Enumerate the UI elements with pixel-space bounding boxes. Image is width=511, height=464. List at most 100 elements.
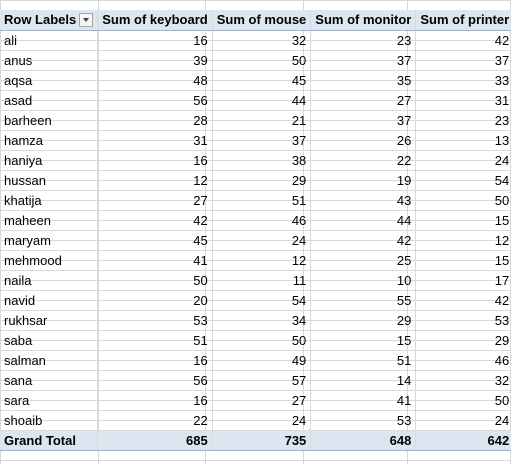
sum-printer-cell[interactable]: 50 <box>415 390 511 411</box>
row-label-cell[interactable]: ali <box>0 30 99 51</box>
sum-keyboard-cell[interactable]: 42 <box>97 210 213 231</box>
sum-monitor-cell[interactable]: 42 <box>310 230 417 251</box>
sum-mouse-cell[interactable]: 50 <box>212 330 312 351</box>
row-label-cell[interactable]: aqsa <box>0 70 99 91</box>
sum-monitor-cell[interactable]: 10 <box>310 270 417 291</box>
row-label-cell[interactable]: hamza <box>0 130 99 151</box>
row-label-cell[interactable]: navid <box>0 290 99 311</box>
sum-monitor-cell[interactable]: 44 <box>310 210 417 231</box>
row-label-cell[interactable]: maheen <box>0 210 99 231</box>
row-label-cell[interactable]: sana <box>0 370 99 391</box>
sum-monitor-cell[interactable]: 35 <box>310 70 417 91</box>
sum-keyboard-cell[interactable]: 31 <box>97 130 213 151</box>
sum-printer-cell[interactable]: 31 <box>415 90 511 111</box>
sum-monitor-cell[interactable]: 51 <box>310 350 417 371</box>
row-label-cell[interactable]: sara <box>0 390 99 411</box>
sum-mouse-cell[interactable]: 29 <box>212 170 312 191</box>
sum-printer-cell[interactable]: 15 <box>415 210 511 231</box>
sum-mouse-cell[interactable]: 27 <box>212 390 312 411</box>
sum-mouse-cell[interactable]: 46 <box>212 210 312 231</box>
sum-keyboard-cell[interactable]: 50 <box>97 270 213 291</box>
sum-monitor-cell[interactable]: 27 <box>310 90 417 111</box>
sum-printer-cell[interactable]: 50 <box>415 190 511 211</box>
sum-keyboard-cell[interactable]: 12 <box>97 170 213 191</box>
sum-printer-cell[interactable]: 17 <box>415 270 511 291</box>
sum-monitor-cell[interactable]: 15 <box>310 330 417 351</box>
sum-monitor-cell[interactable]: 37 <box>310 50 417 71</box>
sum-printer-cell[interactable]: 24 <box>415 150 511 171</box>
sum-keyboard-cell[interactable]: 28 <box>97 110 213 131</box>
sum-keyboard-cell[interactable]: 16 <box>97 390 213 411</box>
sum-mouse-cell[interactable]: 44 <box>212 90 312 111</box>
sum-keyboard-cell[interactable]: 56 <box>97 370 213 391</box>
sum-printer-cell[interactable]: 42 <box>415 30 511 51</box>
row-label-cell[interactable]: rukhsar <box>0 310 99 331</box>
sum-keyboard-cell[interactable]: 51 <box>97 330 213 351</box>
sum-monitor-cell[interactable]: 26 <box>310 130 417 151</box>
sum-monitor-cell[interactable]: 43 <box>310 190 417 211</box>
sum-mouse-cell[interactable]: 32 <box>212 30 312 51</box>
grand-total-label[interactable]: Grand Total <box>0 429 99 451</box>
sum-printer-cell[interactable]: 46 <box>415 350 511 371</box>
row-label-cell[interactable]: asad <box>0 90 99 111</box>
sum-mouse-cell[interactable]: 24 <box>212 230 312 251</box>
sum-mouse-cell[interactable]: 51 <box>212 190 312 211</box>
grand-total-keyboard[interactable]: 685 <box>97 429 213 451</box>
sum-printer-cell[interactable]: 12 <box>415 230 511 251</box>
sum-mouse-cell[interactable]: 11 <box>212 270 312 291</box>
sum-printer-cell[interactable]: 15 <box>415 250 511 271</box>
row-label-cell[interactable]: hussan <box>0 170 99 191</box>
sum-keyboard-header[interactable]: Sum of keyboard <box>97 10 213 31</box>
sum-mouse-cell[interactable]: 12 <box>212 250 312 271</box>
sum-monitor-cell[interactable]: 25 <box>310 250 417 271</box>
row-label-cell[interactable]: naila <box>0 270 99 291</box>
sum-keyboard-cell[interactable]: 16 <box>97 30 213 51</box>
sum-mouse-cell[interactable]: 38 <box>212 150 312 171</box>
sum-printer-cell[interactable]: 23 <box>415 110 511 131</box>
sum-printer-cell[interactable]: 29 <box>415 330 511 351</box>
sum-mouse-cell[interactable]: 24 <box>212 410 312 431</box>
sum-monitor-cell[interactable]: 14 <box>310 370 417 391</box>
sum-monitor-cell[interactable]: 22 <box>310 150 417 171</box>
row-label-cell[interactable]: haniya <box>0 150 99 171</box>
row-labels-header[interactable]: Row Labels <box>0 10 99 31</box>
sum-mouse-cell[interactable]: 37 <box>212 130 312 151</box>
sum-printer-cell[interactable]: 37 <box>415 50 511 71</box>
sum-printer-cell[interactable]: 24 <box>415 410 511 431</box>
sum-keyboard-cell[interactable]: 22 <box>97 410 213 431</box>
sum-monitor-cell[interactable]: 55 <box>310 290 417 311</box>
sum-monitor-header[interactable]: Sum of monitor <box>310 10 417 31</box>
sum-printer-cell[interactable]: 42 <box>415 290 511 311</box>
sum-printer-cell[interactable]: 33 <box>415 70 511 91</box>
grand-total-monitor[interactable]: 648 <box>310 429 417 451</box>
sum-mouse-cell[interactable]: 34 <box>212 310 312 331</box>
sum-mouse-cell[interactable]: 21 <box>212 110 312 131</box>
sum-monitor-cell[interactable]: 53 <box>310 410 417 431</box>
sum-mouse-cell[interactable]: 49 <box>212 350 312 371</box>
sum-printer-header[interactable]: Sum of printer <box>415 10 511 31</box>
sum-keyboard-cell[interactable]: 41 <box>97 250 213 271</box>
sum-keyboard-cell[interactable]: 20 <box>97 290 213 311</box>
row-label-cell[interactable]: shoaib <box>0 410 99 431</box>
sum-keyboard-cell[interactable]: 53 <box>97 310 213 331</box>
sum-keyboard-cell[interactable]: 16 <box>97 350 213 371</box>
sum-keyboard-cell[interactable]: 48 <box>97 70 213 91</box>
row-label-cell[interactable]: salman <box>0 350 99 371</box>
sum-monitor-cell[interactable]: 23 <box>310 30 417 51</box>
sum-keyboard-cell[interactable]: 16 <box>97 150 213 171</box>
sum-monitor-cell[interactable]: 37 <box>310 110 417 131</box>
sum-monitor-cell[interactable]: 41 <box>310 390 417 411</box>
sum-mouse-header[interactable]: Sum of mouse <box>212 10 312 31</box>
sum-mouse-cell[interactable]: 50 <box>212 50 312 71</box>
sum-monitor-cell[interactable]: 19 <box>310 170 417 191</box>
row-label-cell[interactable]: maryam <box>0 230 99 251</box>
sum-printer-cell[interactable]: 32 <box>415 370 511 391</box>
row-label-cell[interactable]: khatija <box>0 190 99 211</box>
sum-printer-cell[interactable]: 53 <box>415 310 511 331</box>
sum-mouse-cell[interactable]: 45 <box>212 70 312 91</box>
sum-keyboard-cell[interactable]: 56 <box>97 90 213 111</box>
sum-printer-cell[interactable]: 13 <box>415 130 511 151</box>
row-label-cell[interactable]: mehmood <box>0 250 99 271</box>
grand-total-printer[interactable]: 642 <box>415 429 511 451</box>
dropdown-filter-icon[interactable] <box>79 12 94 27</box>
